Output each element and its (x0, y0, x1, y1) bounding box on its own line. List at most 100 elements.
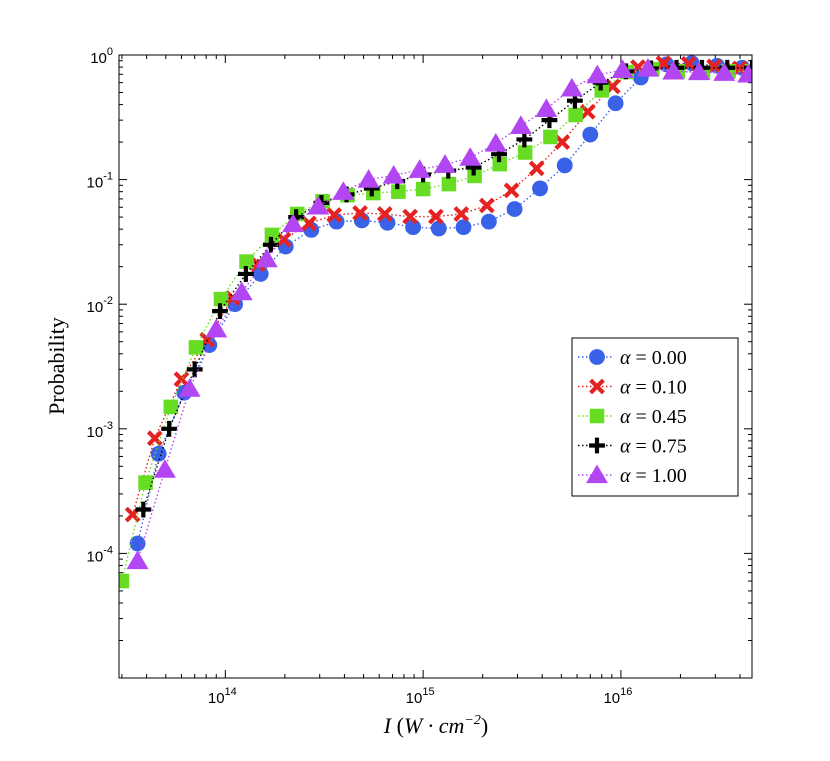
legend-marker (586, 464, 608, 484)
legend-label: α = 0.00 (620, 347, 687, 369)
data-point (543, 129, 558, 145)
legend-marker (589, 378, 605, 395)
data-point (119, 573, 130, 589)
y-tick-label: 10-2 (87, 295, 113, 316)
data-point (150, 445, 167, 462)
series-4 (126, 57, 752, 570)
data-point (455, 219, 472, 236)
data-point (382, 164, 405, 184)
data-point (517, 145, 533, 160)
x-tick-label: 1016 (603, 686, 632, 707)
data-point (173, 371, 190, 388)
data-point (467, 168, 482, 184)
data-point (332, 181, 355, 200)
series-2 (119, 61, 752, 589)
data-point (441, 176, 457, 192)
data-point (264, 227, 280, 243)
x-axis-label-close: ) (481, 713, 488, 738)
y-tick-label: 10-1 (87, 171, 113, 192)
data-point (326, 207, 343, 223)
legend-marker (589, 349, 605, 365)
legend-item: α = 0.10 (578, 377, 687, 399)
data-point (532, 180, 548, 197)
data-point (126, 550, 149, 570)
data-point (153, 459, 176, 478)
data-point (568, 107, 583, 123)
data-point (556, 157, 573, 174)
legend-item: α = 0.45 (578, 406, 687, 428)
data-series (119, 55, 752, 589)
data-point (405, 219, 422, 236)
data-point (737, 63, 752, 83)
x-axis-label-unit: W · cm (404, 713, 464, 738)
data-point (138, 475, 153, 490)
data-point (262, 236, 279, 253)
data-point (434, 154, 456, 173)
data-point (135, 501, 152, 518)
legend: α = 0.00 α = 0.10 α = 0.45 α = 0.75 α = 1.00 (571, 337, 739, 497)
legend-label: α = 0.75 (620, 436, 687, 458)
data-point (713, 62, 736, 81)
legend-marker (589, 408, 605, 424)
data-point (307, 195, 330, 215)
data-point (161, 420, 178, 437)
legend-item: α = 0.75 (578, 436, 687, 458)
data-point (582, 126, 599, 143)
x-tick-label: 1014 (208, 686, 237, 707)
data-point (408, 159, 431, 178)
data-point (205, 318, 228, 338)
data-point (459, 147, 482, 166)
data-point (636, 57, 659, 77)
data-point (611, 59, 634, 79)
data-point (212, 303, 228, 320)
data-point (503, 182, 520, 199)
data-point (186, 361, 203, 378)
y-axis-label: Probability (44, 317, 69, 415)
legend-item: α = 0.00 (578, 347, 687, 369)
data-point (586, 64, 609, 84)
data-point (528, 160, 545, 177)
data-point (163, 399, 179, 415)
data-point (146, 430, 163, 447)
data-point (560, 77, 583, 97)
data-point (535, 98, 558, 117)
data-point (430, 220, 447, 237)
data-point (391, 184, 406, 199)
data-point (662, 60, 685, 80)
data-point (213, 291, 229, 307)
legend-item: α = 1.00 (578, 464, 687, 487)
data-point (509, 115, 532, 135)
plot-frame (118, 54, 753, 679)
data-point (415, 181, 431, 197)
data-point (357, 169, 380, 188)
legend-marker (589, 437, 605, 454)
data-point (484, 133, 507, 152)
data-point (579, 103, 596, 120)
x-axis-label: I (W · cm−2) (383, 713, 488, 738)
x-axis-label-open: ( (397, 713, 404, 738)
data-point (480, 213, 497, 230)
tick-labels: 1014 1015 1016 100 10-1 10-2 10-3 10-4 (87, 46, 633, 707)
x-axis-label-var: I (383, 713, 393, 738)
data-point (428, 208, 444, 225)
data-point (239, 254, 254, 269)
x-axis-label-exp: −2 (464, 713, 480, 728)
legend-label: α = 0.10 (620, 377, 687, 399)
data-point (453, 206, 470, 222)
data-point (492, 156, 508, 172)
data-point (516, 131, 533, 148)
data-point (687, 61, 710, 81)
data-point (282, 213, 305, 233)
data-point (402, 208, 419, 225)
data-point (376, 206, 393, 222)
data-point (607, 95, 624, 112)
legend-label: α = 0.45 (620, 406, 687, 428)
y-tick-label: 10-3 (87, 420, 113, 441)
data-point (478, 197, 495, 214)
data-point (237, 265, 254, 282)
data-point (255, 248, 278, 268)
x-tick-label: 1015 (406, 686, 435, 707)
data-point (506, 201, 523, 217)
y-tick-label: 10-4 (87, 544, 113, 565)
data-point (230, 281, 253, 301)
